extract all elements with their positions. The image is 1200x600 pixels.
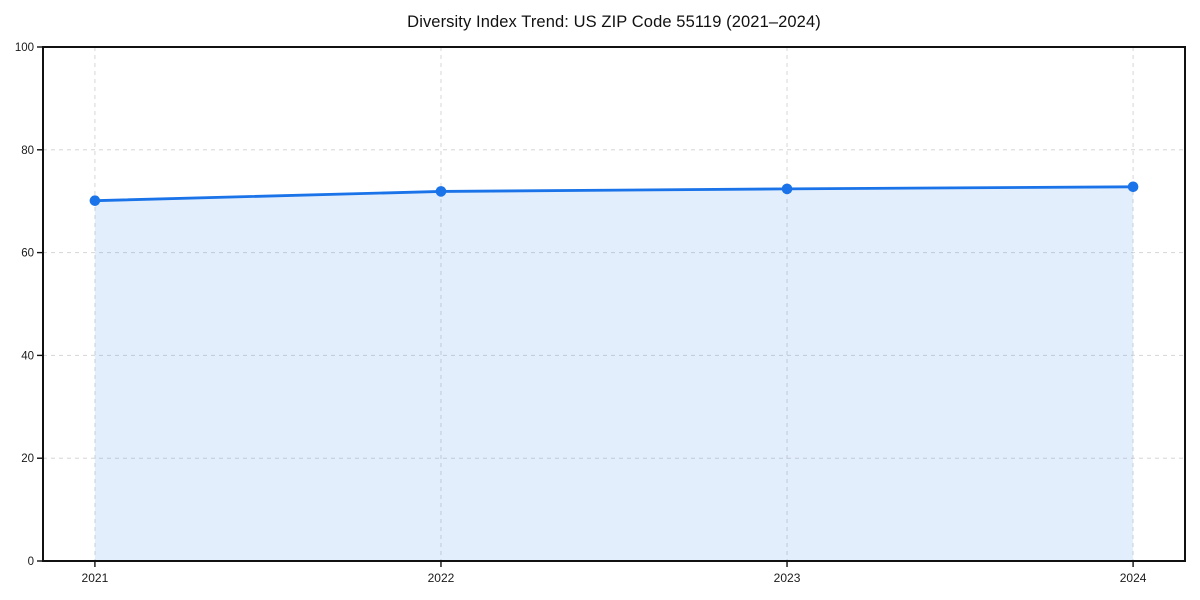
x-tick-label: 2022: [428, 571, 455, 585]
data-point: [435, 186, 447, 197]
data-point: [781, 183, 793, 195]
x-tick-label: 2023: [774, 571, 801, 585]
y-tick-label: 60: [21, 248, 34, 260]
y-tick-label: 20: [21, 453, 34, 465]
y-tick-label: 40: [21, 350, 34, 362]
area-fill: [94, 186, 1134, 562]
x-tick-label: 2024: [1120, 571, 1147, 585]
data-point: [89, 195, 101, 206]
y-tick-label: 0: [28, 556, 34, 568]
chart-title: Diversity Index Trend: US ZIP Code 55119…: [407, 13, 821, 31]
y-tick-label: 80: [21, 145, 34, 157]
x-tick-label: 2021: [82, 571, 109, 585]
trend-line: [93, 185, 1135, 203]
axis-frame: [42, 46, 1186, 562]
data-point: [1127, 181, 1139, 193]
y-tick-label: 100: [15, 42, 34, 54]
